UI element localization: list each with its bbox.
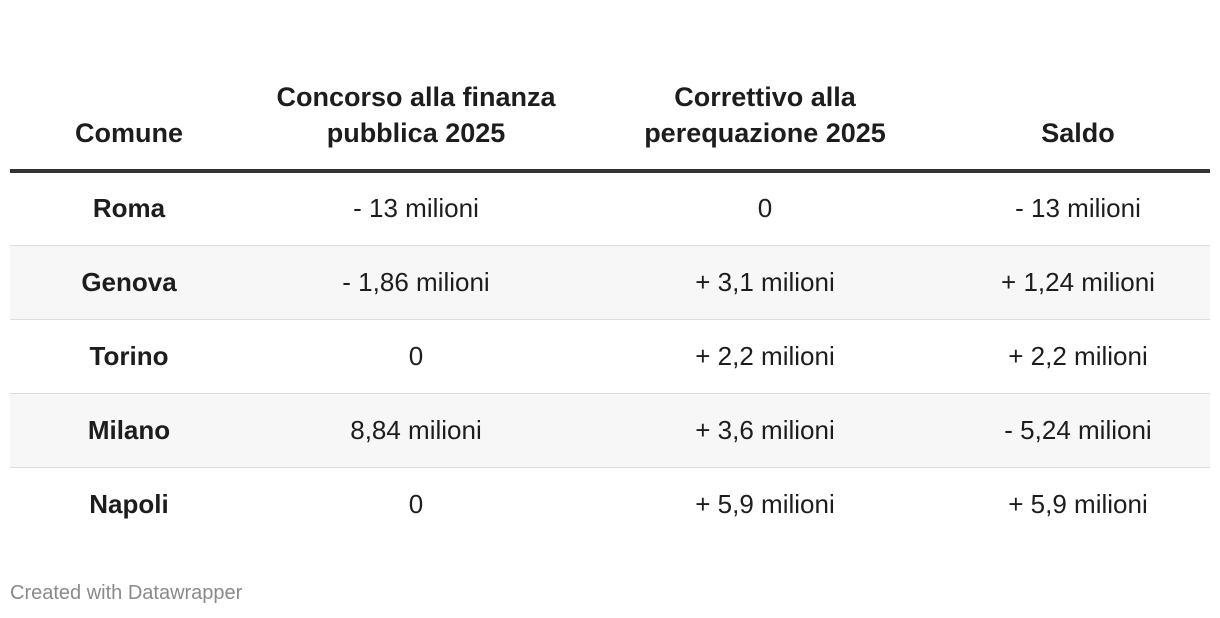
column-header-saldo: Saldo: [946, 0, 1210, 173]
cell-concorso: - 1,86 milioni: [248, 245, 584, 320]
table-header: Comune Concorso alla finanza pubblica 20…: [10, 0, 1210, 173]
cell-saldo: + 5,9 milioni: [1008, 488, 1148, 519]
cell-comune: Roma: [10, 171, 248, 246]
cell-correttivo: + 3,6 milioni: [584, 393, 946, 468]
cell-saldo: + 2,2 milioni: [946, 319, 1210, 394]
cell-comune: Torino: [10, 319, 248, 394]
cell-concorso: 0: [248, 319, 584, 394]
data-table-container: Comune Concorso alla finanza pubblica 20…: [10, 0, 1210, 541]
table-body: Roma - 13 milioni 0 - 13 milioni Genova …: [10, 171, 1210, 541]
column-header-concorso: Concorso alla finanza pubblica 2025: [248, 0, 584, 173]
data-table: Comune Concorso alla finanza pubblica 20…: [10, 0, 1210, 541]
table-row: Napoli 0 + 5,9 milioni + 5,9 milioni: [10, 467, 1210, 541]
cell-correttivo: + 3,1 milioni: [584, 245, 946, 320]
cell-correttivo: 0: [584, 171, 946, 246]
cell-concorso: 0: [408, 488, 424, 519]
column-header-comune: Comune: [10, 0, 248, 173]
cell-saldo: - 13 milioni: [946, 171, 1210, 246]
cell-concorso: 8,84 milioni: [248, 393, 584, 468]
cell-comune: Napoli: [89, 488, 169, 519]
cell-concorso: - 13 milioni: [248, 171, 584, 246]
header-row: Comune Concorso alla finanza pubblica 20…: [10, 0, 1210, 173]
cell-correttivo: + 2,2 milioni: [584, 319, 946, 394]
table-row: Roma - 13 milioni 0 - 13 milioni: [10, 171, 1210, 246]
cell-correttivo: + 5,9 milioni: [695, 488, 835, 519]
column-header-correttivo: Correttivo alla perequazione 2025: [584, 0, 946, 173]
cell-comune: Milano: [10, 393, 248, 468]
table-row: Milano 8,84 milioni + 3,6 milioni - 5,24…: [10, 393, 1210, 468]
datawrapper-credit-link[interactable]: Created with Datawrapper: [10, 582, 243, 604]
table-row: Genova - 1,86 milioni + 3,1 milioni + 1,…: [10, 245, 1210, 320]
cell-comune: Genova: [10, 245, 248, 320]
cell-saldo: - 5,24 milioni: [946, 393, 1210, 468]
cell-saldo: + 1,24 milioni: [946, 245, 1210, 320]
table-row: Torino 0 + 2,2 milioni + 2,2 milioni: [10, 319, 1210, 394]
